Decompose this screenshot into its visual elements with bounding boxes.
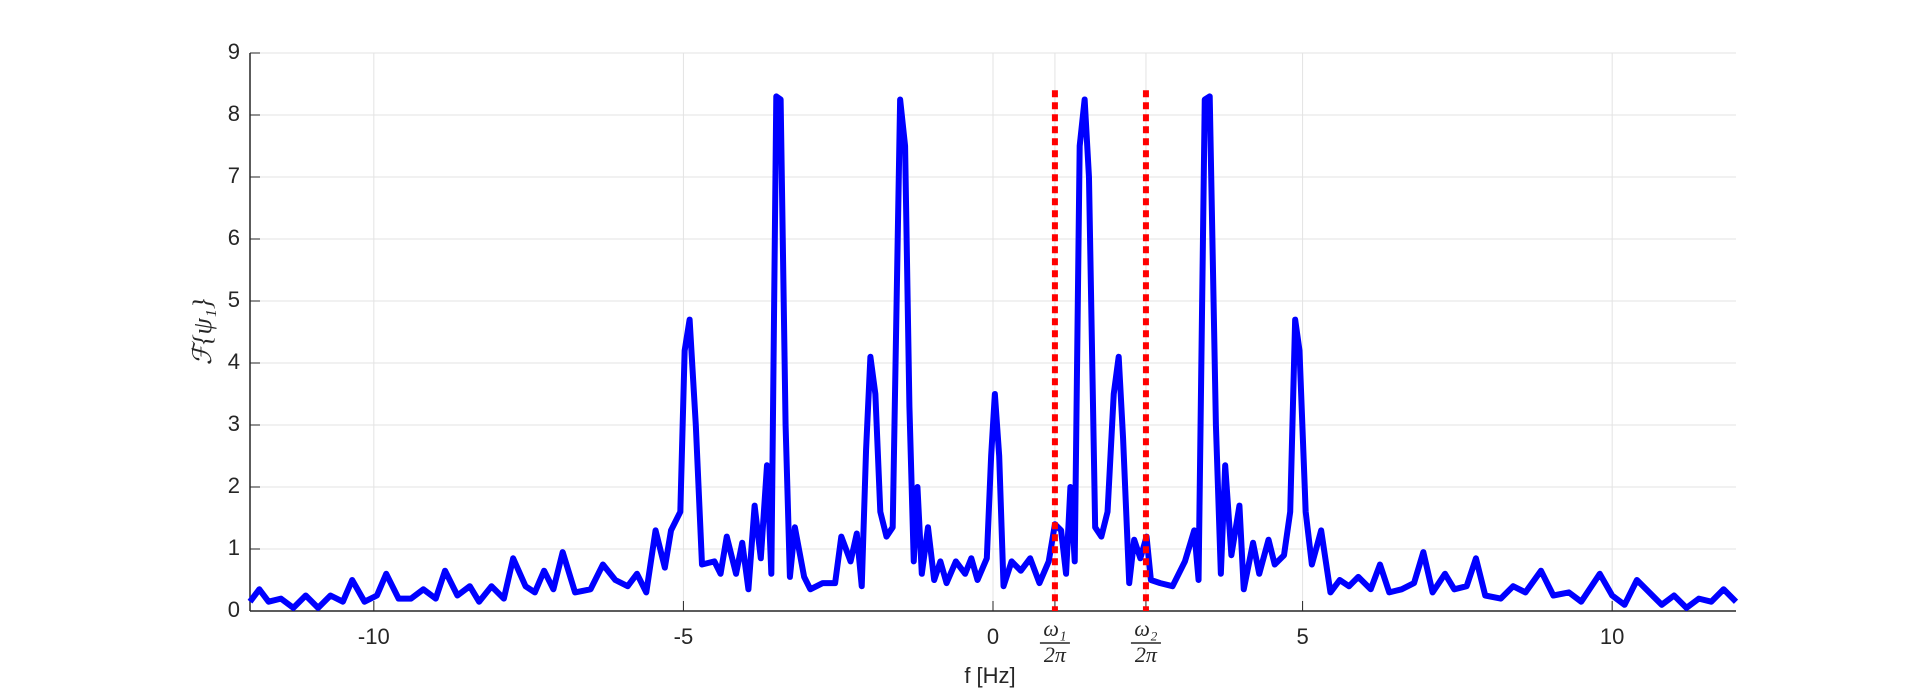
y-tick-label: 4 — [228, 349, 240, 374]
x-tick-denominator: 2π — [1135, 642, 1158, 667]
y-axis-label: ℱ{ψ₁} — [188, 298, 217, 365]
x-tick-numerator: ω₂ — [1134, 616, 1158, 641]
y-tick-label: 3 — [228, 411, 240, 436]
data-line — [247, 93, 1739, 611]
x-tick-label: 10 — [1600, 624, 1624, 649]
x-tick-label: 5 — [1296, 624, 1308, 649]
y-tick-label: 5 — [228, 287, 240, 312]
x-tick-label: -10 — [358, 624, 390, 649]
y-tick-label: 6 — [228, 225, 240, 250]
x-tick-label: -5 — [674, 624, 694, 649]
y-tick-label: 2 — [228, 473, 240, 498]
y-tick-label: 8 — [228, 101, 240, 126]
x-axis-label: f [Hz] — [964, 663, 1015, 688]
y-tick-label: 9 — [228, 39, 240, 64]
y-tick-label: 0 — [228, 597, 240, 622]
y-tick-label: 7 — [228, 163, 240, 188]
x-tick-numerator: ω₁ — [1043, 616, 1066, 641]
y-tick-label: 1 — [228, 535, 240, 560]
x-tick-denominator: 2π — [1044, 642, 1067, 667]
x-tick-label: 0 — [987, 624, 999, 649]
